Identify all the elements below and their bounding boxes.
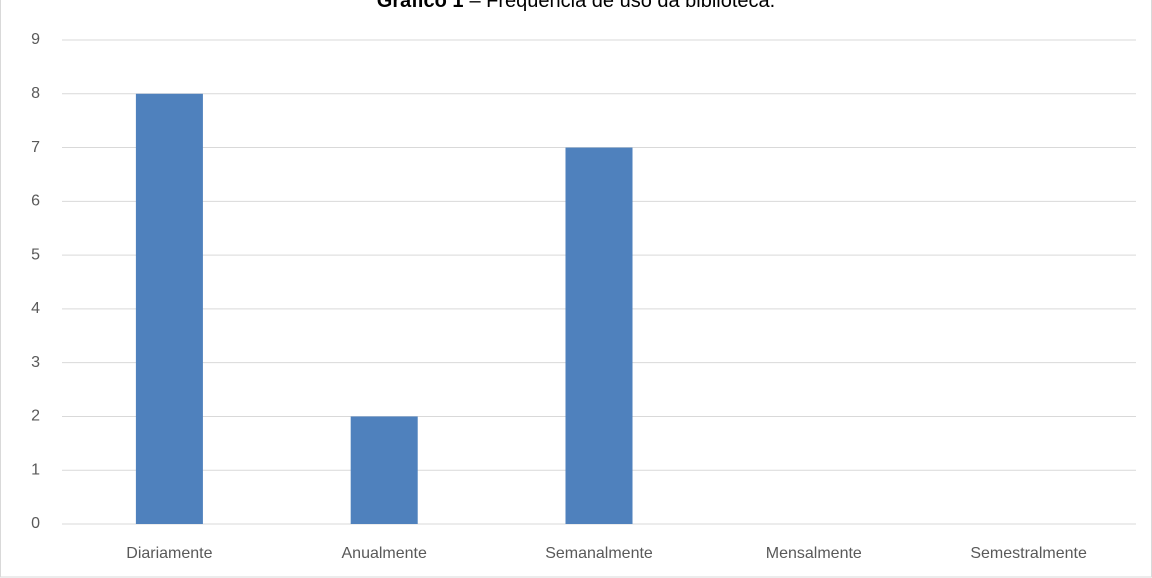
y-tick-label: 2 (31, 408, 40, 425)
bar (135, 93, 203, 525)
y-tick-label: 1 (31, 461, 40, 478)
chart-title: Gráfico 1 – Frequência de uso da bibliote… (377, 0, 775, 12)
y-tick-label: 9 (31, 31, 40, 48)
y-tick-label: 4 (31, 300, 40, 317)
y-tick-label: 6 (31, 193, 40, 210)
title-text: – Frequência de uso da biblioteca. (469, 0, 775, 12)
x-tick-label: Anualmente (342, 545, 427, 562)
x-tick-label: Diariamente (126, 545, 212, 562)
y-tick-label: 3 (31, 354, 40, 371)
y-tick-label: 0 (31, 515, 40, 532)
bar (350, 416, 418, 524)
x-tick-label: Semestralmente (970, 545, 1087, 562)
y-tick-label: 8 (31, 85, 40, 102)
x-tick-label: Semanalmente (545, 545, 653, 562)
y-tick-label: 5 (31, 246, 40, 263)
y-tick-label: 7 (31, 139, 40, 156)
bar (565, 147, 633, 525)
title-label: Gráfico 1 (377, 0, 464, 12)
x-tick-label: Mensalmente (766, 545, 862, 562)
